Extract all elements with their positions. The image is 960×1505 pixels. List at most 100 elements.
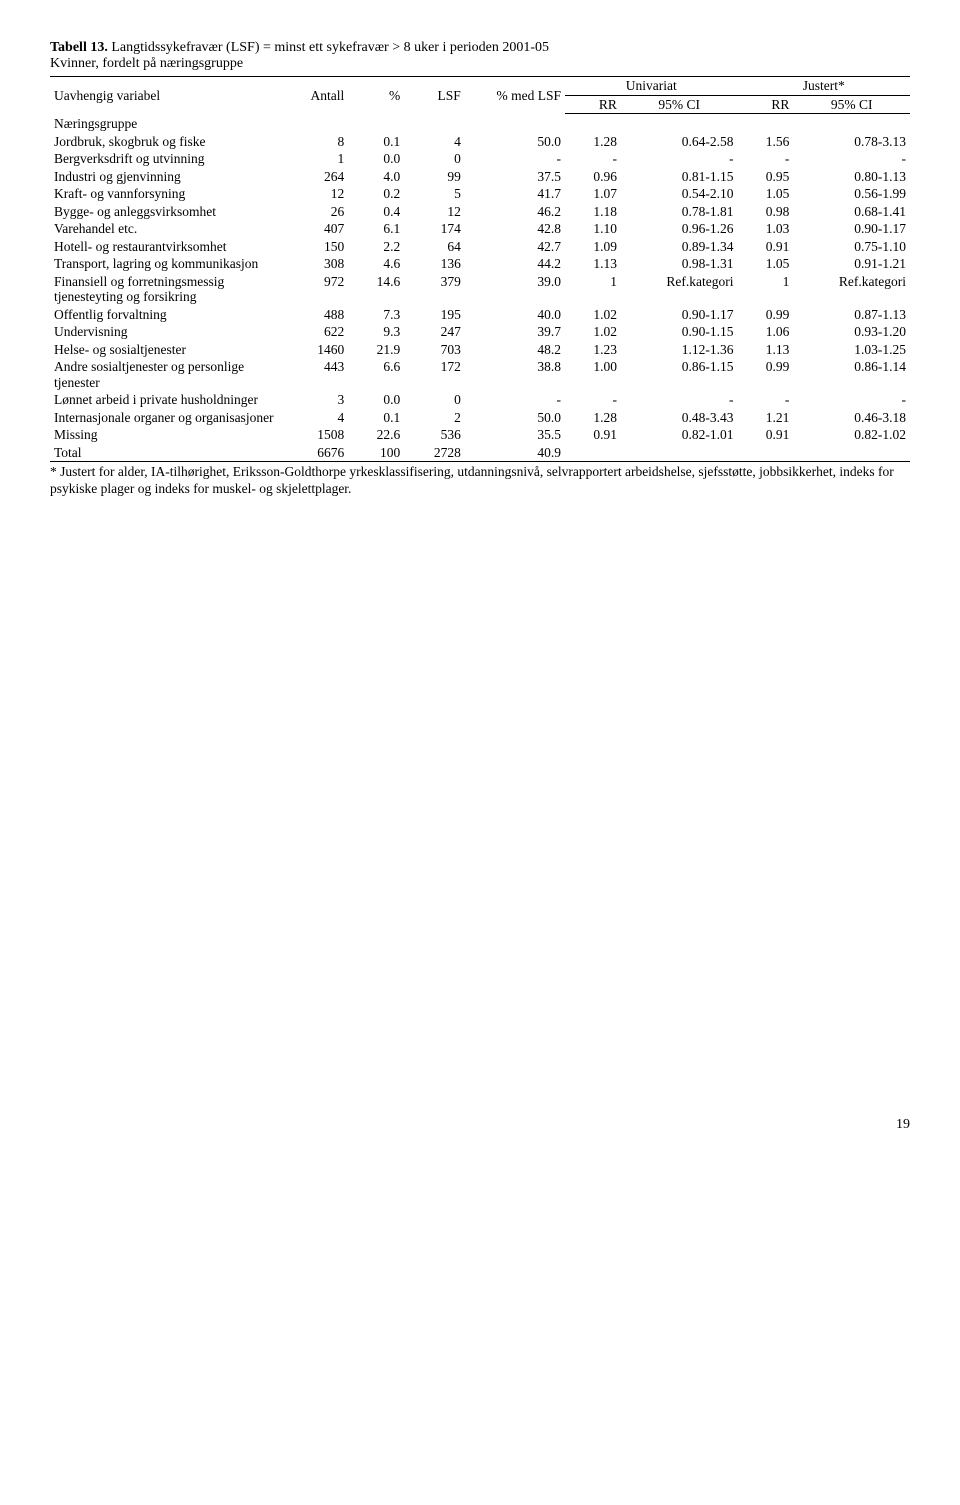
cell: 48.2 <box>465 341 565 359</box>
cell: Kraft- og vannforsyning <box>50 185 283 203</box>
cell: 0.95 <box>737 168 793 186</box>
cell: 21.9 <box>348 341 404 359</box>
table-row: Varehandel etc.4076.117442.81.100.96-1.2… <box>50 220 910 238</box>
cell: 0.99 <box>737 306 793 324</box>
cell: 1.03-1.25 <box>793 341 910 359</box>
cell: - <box>465 391 565 409</box>
table-row: Jordbruk, skogbruk og fiske80.1450.01.28… <box>50 133 910 151</box>
title-rest: Langtidssykefravær (LSF) = minst ett syk… <box>108 40 549 55</box>
cell: 136 <box>404 255 465 273</box>
cell: 703 <box>404 341 465 359</box>
cell: Jordbruk, skogbruk og fiske <box>50 133 283 151</box>
cell: 1 <box>737 273 793 306</box>
cell: 0.78-3.13 <box>793 133 910 151</box>
cell: - <box>565 391 621 409</box>
cell: 1.10 <box>565 220 621 238</box>
cell: 1508 <box>283 426 348 444</box>
cell: 0.90-1.15 <box>621 323 738 341</box>
cell: 1.18 <box>565 203 621 221</box>
cell: Varehandel etc. <box>50 220 283 238</box>
cell: 6.1 <box>348 220 404 238</box>
cell: Finansiell og forretningsmessig tjeneste… <box>50 273 283 306</box>
cell: 0.96-1.26 <box>621 220 738 238</box>
cell: 0.93-1.20 <box>793 323 910 341</box>
data-table: Uavhengig variabel Antall % LSF % med LS… <box>50 76 910 462</box>
cell: 1.02 <box>565 323 621 341</box>
cell: 6676 <box>283 444 348 462</box>
table-row: Bergverksdrift og utvinning10.00----- <box>50 150 910 168</box>
cell: 6.6 <box>348 358 404 391</box>
cell: Lønnet arbeid i private husholdninger <box>50 391 283 409</box>
title-bold: Tabell 13. <box>50 40 108 55</box>
section-label: Næringsgruppe <box>50 114 910 133</box>
cell: 1.23 <box>565 341 621 359</box>
cell: - <box>621 391 738 409</box>
total-row: Total6676100272840.9 <box>50 444 910 462</box>
cell: Industri og gjenvinning <box>50 168 283 186</box>
cell: 0.78-1.81 <box>621 203 738 221</box>
cell: 39.0 <box>465 273 565 306</box>
footnote: * Justert for alder, IA-tilhørighet, Eri… <box>50 464 910 496</box>
cell: 150 <box>283 238 348 256</box>
table-row: Offentlig forvaltning4887.319540.01.020.… <box>50 306 910 324</box>
cell: 0.46-3.18 <box>793 409 910 427</box>
cell: 247 <box>404 323 465 341</box>
cell: Ref.kategori <box>793 273 910 306</box>
cell: 50.0 <box>465 133 565 151</box>
cell: Bygge- og anleggsvirksomhet <box>50 203 283 221</box>
cell: - <box>793 150 910 168</box>
cell: 0.87-1.13 <box>793 306 910 324</box>
cell: 0.90-1.17 <box>621 306 738 324</box>
cell: 0.4 <box>348 203 404 221</box>
table-row: Hotell- og restaurantvirksomhet1502.2644… <box>50 238 910 256</box>
cell: 1.07 <box>565 185 621 203</box>
cell: 0.91 <box>565 426 621 444</box>
cell: 100 <box>348 444 404 462</box>
cell: 8 <box>283 133 348 151</box>
cell: Andre sosialtjenester og personlige tjen… <box>50 358 283 391</box>
cell: 1460 <box>283 341 348 359</box>
cell: 99 <box>404 168 465 186</box>
hdr-antall: Antall <box>283 77 348 114</box>
cell: 0.89-1.34 <box>621 238 738 256</box>
cell: 622 <box>283 323 348 341</box>
cell: 0.86-1.15 <box>621 358 738 391</box>
cell: 1.56 <box>737 133 793 151</box>
cell: 0.0 <box>348 150 404 168</box>
cell: 0.98 <box>737 203 793 221</box>
cell: Bergverksdrift og utvinning <box>50 150 283 168</box>
cell: 0.48-3.43 <box>621 409 738 427</box>
hdr-lsf: LSF <box>404 77 465 114</box>
cell: 0.0 <box>348 391 404 409</box>
hdr-univariat: Univariat <box>565 77 737 96</box>
cell: 44.2 <box>465 255 565 273</box>
cell: 12 <box>283 185 348 203</box>
cell: 0.99 <box>737 358 793 391</box>
cell: 42.7 <box>465 238 565 256</box>
cell: Internasjonale organer og organisasjoner <box>50 409 283 427</box>
cell: 0.54-2.10 <box>621 185 738 203</box>
cell: 37.5 <box>465 168 565 186</box>
cell: 40.0 <box>465 306 565 324</box>
cell: 12 <box>404 203 465 221</box>
cell: 4.6 <box>348 255 404 273</box>
cell: 1 <box>283 150 348 168</box>
cell: 26 <box>283 203 348 221</box>
cell: 0 <box>404 391 465 409</box>
cell: 1.03 <box>737 220 793 238</box>
cell: 0.2 <box>348 185 404 203</box>
cell <box>621 444 738 462</box>
cell: 379 <box>404 273 465 306</box>
cell: 0.82-1.01 <box>621 426 738 444</box>
page-number: 19 <box>50 1117 910 1133</box>
cell: 308 <box>283 255 348 273</box>
cell: 0 <box>404 150 465 168</box>
cell: 1.09 <box>565 238 621 256</box>
table-row: Undervisning6229.324739.71.020.90-1.151.… <box>50 323 910 341</box>
hdr-uavhengig: Uavhengig variabel <box>50 77 283 114</box>
cell: 0.90-1.17 <box>793 220 910 238</box>
cell: 972 <box>283 273 348 306</box>
cell: 2 <box>404 409 465 427</box>
cell: 9.3 <box>348 323 404 341</box>
cell: 1.12-1.36 <box>621 341 738 359</box>
